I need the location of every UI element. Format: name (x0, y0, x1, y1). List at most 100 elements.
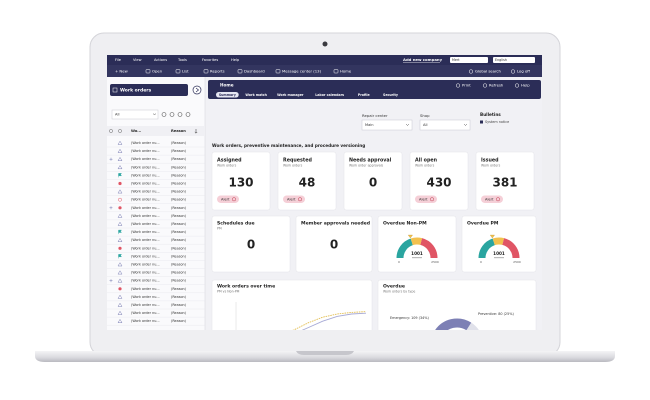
toolbar-item[interactable]: + New (115, 69, 128, 74)
bulletin-icon (480, 120, 483, 124)
toolbar-item[interactable]: List (182, 69, 189, 74)
card (343, 151, 403, 211)
row-icon (117, 189, 123, 194)
row-reason: (Reason) (171, 165, 187, 169)
gauge-band (478, 238, 496, 259)
toolbar-icon (175, 69, 181, 74)
gauge-min: 0 (398, 260, 400, 264)
card-title: Overdue PM (467, 221, 499, 227)
menu-item[interactable]: Favorites (202, 58, 218, 62)
work-orders-button[interactable] (110, 84, 188, 96)
add-company-link[interactable]: Add new company (403, 57, 443, 62)
toolbar-item[interactable]: Reports (210, 69, 225, 74)
toolbar-item[interactable]: Home (340, 69, 352, 74)
slice-label: Preventive: 80 (25%) (478, 312, 514, 316)
grid-header (107, 126, 205, 136)
language-select-value: English (495, 58, 507, 62)
row-work-order[interactable]: (Work order nu... (131, 311, 160, 315)
row-work-order[interactable]: (Work order nu... (131, 246, 160, 250)
gauge-marker (489, 234, 495, 239)
row-work-order[interactable]: (Work order nu... (131, 173, 160, 177)
alert-icon (298, 197, 302, 202)
company-select[interactable] (450, 57, 488, 63)
row-work-order[interactable]: (Work order nu... (131, 303, 160, 307)
action-button[interactable]: Refresh (489, 83, 504, 88)
row-icon (117, 237, 123, 242)
filter-select[interactable] (111, 109, 159, 120)
toolbar-item[interactable]: Global search (475, 69, 502, 74)
select-caret (152, 113, 157, 116)
row-priority-icon (109, 279, 113, 283)
filter-tool-icon[interactable] (161, 112, 167, 117)
row-work-order[interactable]: (Work order nu... (131, 157, 160, 161)
card-subtitle: PM (217, 227, 222, 231)
filter-tool-icon[interactable] (169, 112, 175, 117)
row-work-order[interactable]: (Work order nu... (131, 230, 160, 234)
home-tab[interactable]: Home (220, 83, 234, 88)
menu-item[interactable]: File (115, 58, 122, 62)
action-button[interactable]: Print (462, 83, 471, 88)
action-button[interactable]: Help (521, 83, 530, 88)
row-work-order[interactable]: (Work order nu... (131, 214, 160, 218)
alert-icon (430, 197, 434, 202)
row-work-order[interactable]: (Work order nu... (131, 165, 160, 169)
card-value: 48 (299, 176, 316, 190)
row-work-order[interactable]: (Work order nu... (131, 206, 160, 210)
menu-item[interactable]: Tools (177, 58, 187, 62)
card-title: Needs approval (349, 158, 392, 164)
row-icon (117, 140, 123, 145)
card-value: 0 (369, 176, 377, 190)
menu-item[interactable]: Actions (154, 58, 167, 62)
row-work-order[interactable]: (Work order nu... (131, 238, 160, 242)
card-title: Schedules due (217, 221, 255, 227)
toolbar-item[interactable]: Message center (13) (282, 69, 322, 74)
collapse-button[interactable] (192, 85, 202, 95)
row-work-order[interactable]: (Work order nu... (131, 182, 160, 186)
row-reason: (Reason) (171, 173, 187, 177)
toolbar-icon (237, 69, 243, 74)
subtab[interactable]: Profile (358, 93, 370, 97)
row-work-order[interactable]: (Work order nu... (131, 287, 160, 291)
slice-label: Emergency: 109 (34%) (390, 316, 430, 320)
row-priority-icon (109, 206, 113, 210)
card (211, 279, 373, 330)
row-work-order[interactable]: (Work order nu... (131, 198, 160, 202)
menu-item[interactable]: View (133, 58, 142, 62)
row-work-order[interactable]: (Work order nu... (131, 190, 160, 194)
filter-tool-icon[interactable] (185, 112, 191, 117)
card-subtitle: Work order approvals (349, 164, 384, 168)
row-work-order[interactable]: (Work order nu... (131, 141, 160, 145)
language-select[interactable] (493, 57, 535, 63)
row-reason: (Reason) (171, 311, 187, 315)
row-work-order[interactable]: (Work order nu... (131, 279, 160, 283)
row-work-order[interactable]: (Work order nu... (131, 319, 160, 323)
filter-select[interactable] (419, 119, 471, 131)
bulletin-item[interactable]: System notice (485, 120, 509, 124)
row-icon (118, 197, 122, 202)
subtab[interactable]: Summary (219, 93, 237, 97)
row-work-order[interactable]: (Work order nu... (131, 295, 160, 299)
row-work-order[interactable]: (Work order nu... (131, 149, 160, 153)
toolbar-item[interactable]: Open (152, 69, 163, 74)
row-icon (117, 270, 123, 275)
row-work-order[interactable]: (Work order nu... (131, 271, 160, 275)
toolbar-icon (275, 69, 281, 74)
subtab[interactable]: Work match (245, 93, 267, 97)
card-value: 0 (247, 238, 255, 252)
toolbar-item[interactable]: Dashboard (244, 69, 265, 74)
donut-slice (435, 318, 472, 330)
subtab[interactable]: Labor calendars (315, 93, 344, 97)
subtab[interactable]: Security (383, 93, 399, 97)
gauge-caption-bar (412, 257, 422, 259)
section-title: Work orders, preventive maintenance, and… (212, 143, 365, 148)
row-work-order[interactable]: (Work order nu... (131, 222, 160, 226)
row-work-order[interactable]: (Work order nu... (131, 263, 160, 267)
gauge-band (420, 238, 438, 259)
subtab[interactable]: Work manager (277, 93, 304, 97)
header-icon (109, 129, 113, 133)
toolbar-item[interactable]: Log off (517, 69, 530, 74)
filter-tool-icon[interactable] (177, 112, 183, 117)
menu-item[interactable]: Help (231, 58, 240, 62)
row-work-order[interactable]: (Work order nu... (131, 254, 160, 258)
filter-select[interactable] (361, 119, 413, 131)
